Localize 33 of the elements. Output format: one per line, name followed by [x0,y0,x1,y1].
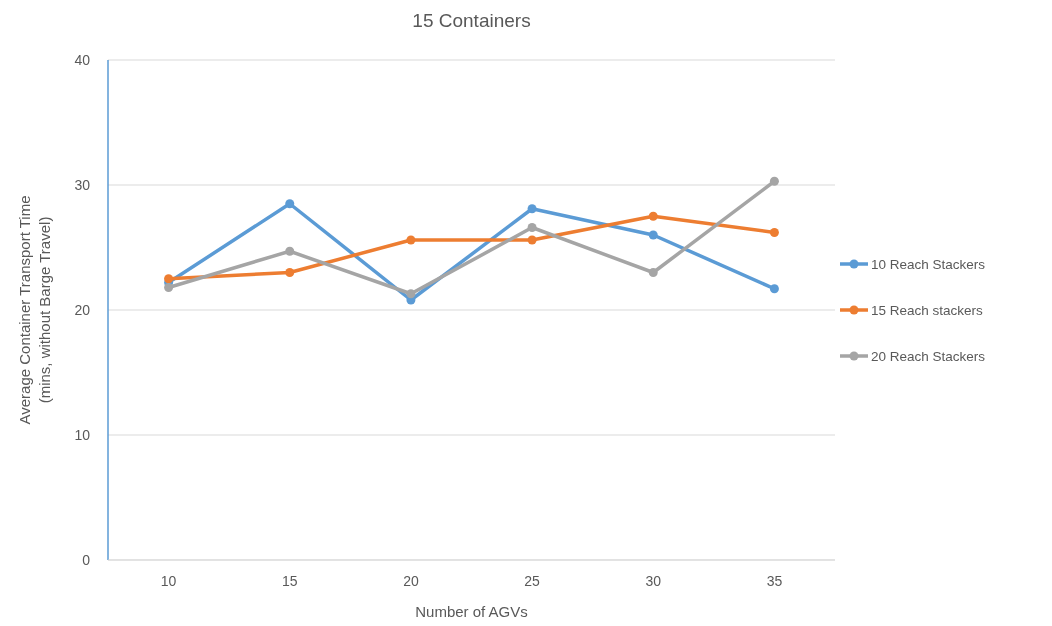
chart-title: 15 Containers [412,10,531,31]
y-tick-label: 0 [82,552,91,568]
y-axis-title: Average Container Transport Time (mins, without Barge Travel) [16,195,53,425]
point [164,283,174,292]
point [527,204,537,214]
y-tick-label: 10 [74,427,91,443]
y-tick-label: 30 [74,177,91,193]
legend-label: 15 Reach stackers [871,303,984,318]
point [648,268,658,277]
point [648,211,658,221]
point [285,199,295,209]
point [285,246,295,256]
x-axis-title: Number of AGVs [415,603,528,620]
legend-label: 20 Reach Stackers [871,349,986,364]
point [164,274,174,284]
point [769,284,779,294]
legend-label: 10 Reach Stackers [871,257,986,272]
x-tick-label: 30 [645,573,662,589]
y-tick-label: 20 [74,302,91,318]
x-tick-label: 25 [524,573,541,589]
y-tick-label: 40 [74,52,91,68]
point [648,230,658,240]
point [527,235,537,245]
point [769,176,779,186]
x-tick-label: 20 [403,573,419,589]
point [769,228,779,237]
x-tick-label: 15 [281,573,298,589]
point [527,223,537,232]
x-tick-label: 35 [766,573,783,589]
point [406,289,416,299]
point [406,235,416,245]
point [285,268,295,277]
x-tick-label: 10 [160,573,177,589]
